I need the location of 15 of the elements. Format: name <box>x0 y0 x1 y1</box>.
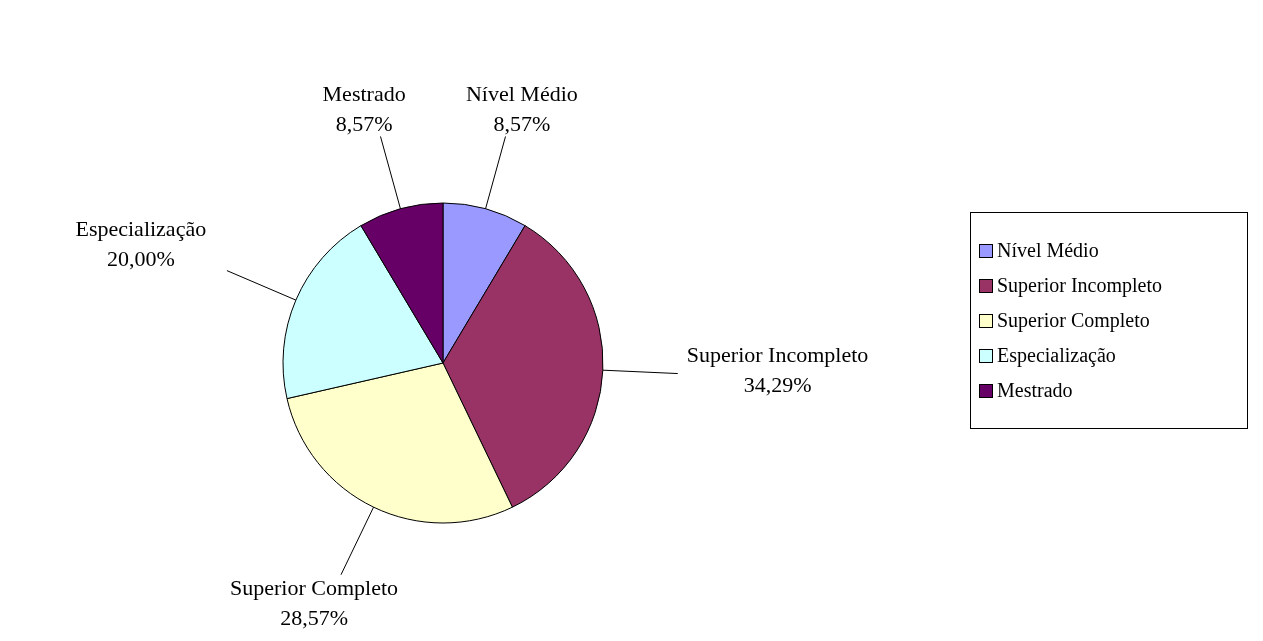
slice-label: Superior Incompleto <box>686 341 869 367</box>
slice-label: Nível Médio <box>465 81 578 107</box>
legend-label: Superior Completo <box>997 309 1150 332</box>
slice-label: Especialização <box>75 215 207 241</box>
slice-label: Superior Completo <box>230 574 399 600</box>
legend-label: Mestrado <box>997 379 1073 402</box>
legend-label: Nível Médio <box>997 239 1099 262</box>
data-label: 34,29% <box>743 371 812 397</box>
data-label: 20,00% <box>106 245 175 271</box>
data-label: 8,57% <box>335 111 393 137</box>
slice-label: Mestrado <box>322 81 406 107</box>
legend-label: Especialização <box>997 344 1116 367</box>
legend-label: Superior Incompleto <box>997 274 1162 297</box>
data-label: 28,57% <box>280 604 348 630</box>
data-label: 8,57% <box>493 111 551 137</box>
